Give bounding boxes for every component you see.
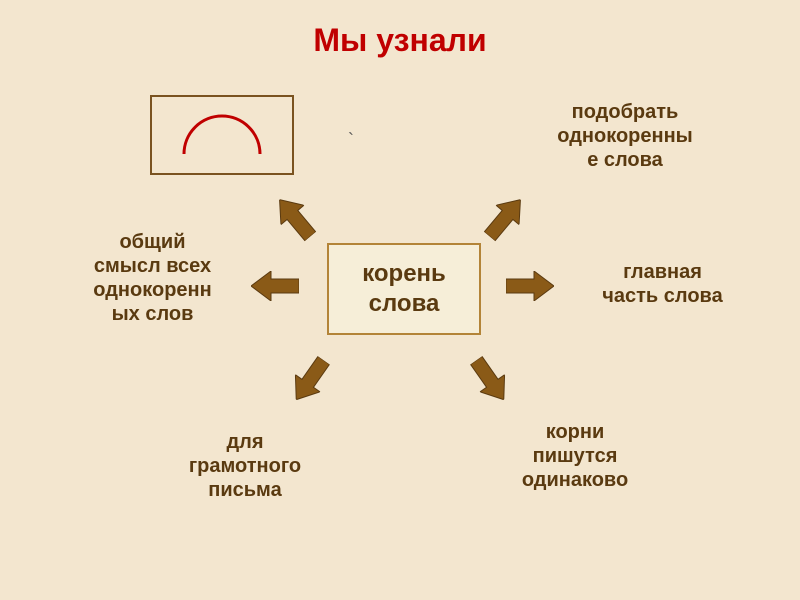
page-title-text: Мы узнали bbox=[313, 22, 486, 58]
root-arc-icon bbox=[172, 110, 272, 160]
stray-backtick-text: ` bbox=[348, 130, 354, 150]
label-bottom-left: дляграмотногописьма bbox=[155, 430, 335, 502]
label-right: главнаячасть слова bbox=[575, 260, 750, 308]
label-top-right-text: подобратьоднокоренные слова bbox=[557, 101, 693, 171]
label-top-right: подобратьоднокоренные слова bbox=[525, 100, 725, 172]
arrow-to-right bbox=[506, 271, 554, 301]
page-title: Мы узнали bbox=[0, 22, 800, 59]
arrow-to-left bbox=[251, 271, 299, 301]
label-left-text: общийсмысл всеходнокоренных слов bbox=[93, 231, 211, 325]
label-bottom-left-text: дляграмотногописьма bbox=[189, 431, 301, 501]
root-arc-box bbox=[150, 95, 294, 175]
label-bottom-right: корнипишутсяодинаково bbox=[480, 420, 670, 492]
center-concept-text: кореньслова bbox=[362, 259, 446, 319]
label-bottom-right-text: корнипишутсяодинаково bbox=[522, 421, 628, 491]
stray-backtick-mark: ` bbox=[348, 130, 354, 151]
label-left: общийсмысл всеходнокоренных слов bbox=[65, 230, 240, 326]
label-right-text: главнаячасть слова bbox=[602, 261, 722, 307]
center-concept-box: кореньслова bbox=[327, 243, 481, 335]
